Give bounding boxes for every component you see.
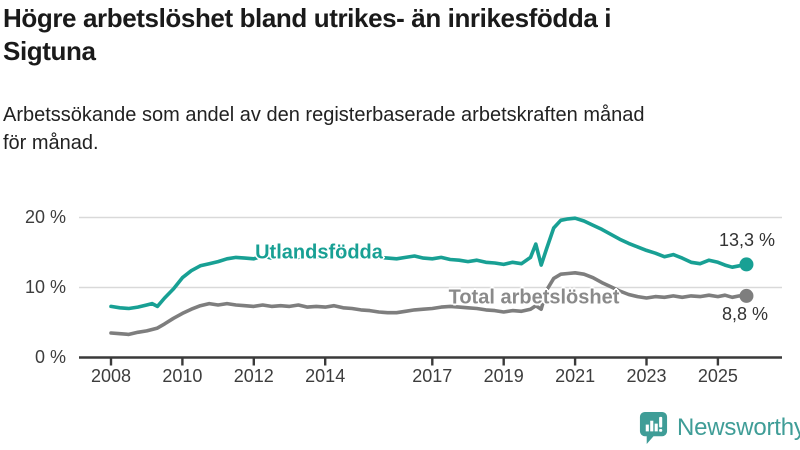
- x-tick-label: 2023: [626, 366, 667, 386]
- series-label-total-arbetsloshet: Total arbetslöshet: [448, 286, 620, 309]
- x-tick-label: 2012: [233, 366, 274, 386]
- end-value-total: 8,8 %: [722, 304, 769, 324]
- gridlines: [79, 216, 782, 289]
- x-tick-label: 2019: [483, 366, 524, 386]
- y-tick-label: 10 %: [24, 276, 66, 297]
- series-label-utlandsfodda: Utlandsfödda: [255, 241, 383, 264]
- y-tick-label: 20 %: [24, 206, 66, 227]
- page-title: Högre arbetslöshet bland utrikes- än inr…: [3, 3, 612, 66]
- x-tick-label: 2021: [555, 366, 596, 386]
- x-tick-label: 2025: [697, 366, 738, 386]
- series-end-dot: [739, 257, 754, 272]
- series-line: [109, 270, 749, 337]
- x-axis: [79, 356, 782, 366]
- series-lines: [109, 216, 749, 337]
- chart-subtitle: Arbetssökande som andel av den registerb…: [3, 104, 645, 154]
- newsworthy-logo[interactable]: Newsworthy: [638, 410, 800, 445]
- x-tick-label: 2014: [305, 366, 346, 386]
- series-end-dot: [739, 288, 754, 303]
- x-tick-label: 2010: [162, 366, 203, 386]
- newsworthy-logo-icon: [639, 412, 668, 444]
- end-dots: [739, 257, 754, 303]
- x-tick-label: 2008: [90, 366, 132, 386]
- series-line: [109, 216, 749, 311]
- end-value-utlandsfodda: 13,3 %: [719, 230, 776, 250]
- x-tick-label: 2017: [412, 366, 453, 386]
- y-tick-label: 0 %: [34, 346, 66, 367]
- newsworthy-logo-text: Newsworthy: [677, 413, 800, 441]
